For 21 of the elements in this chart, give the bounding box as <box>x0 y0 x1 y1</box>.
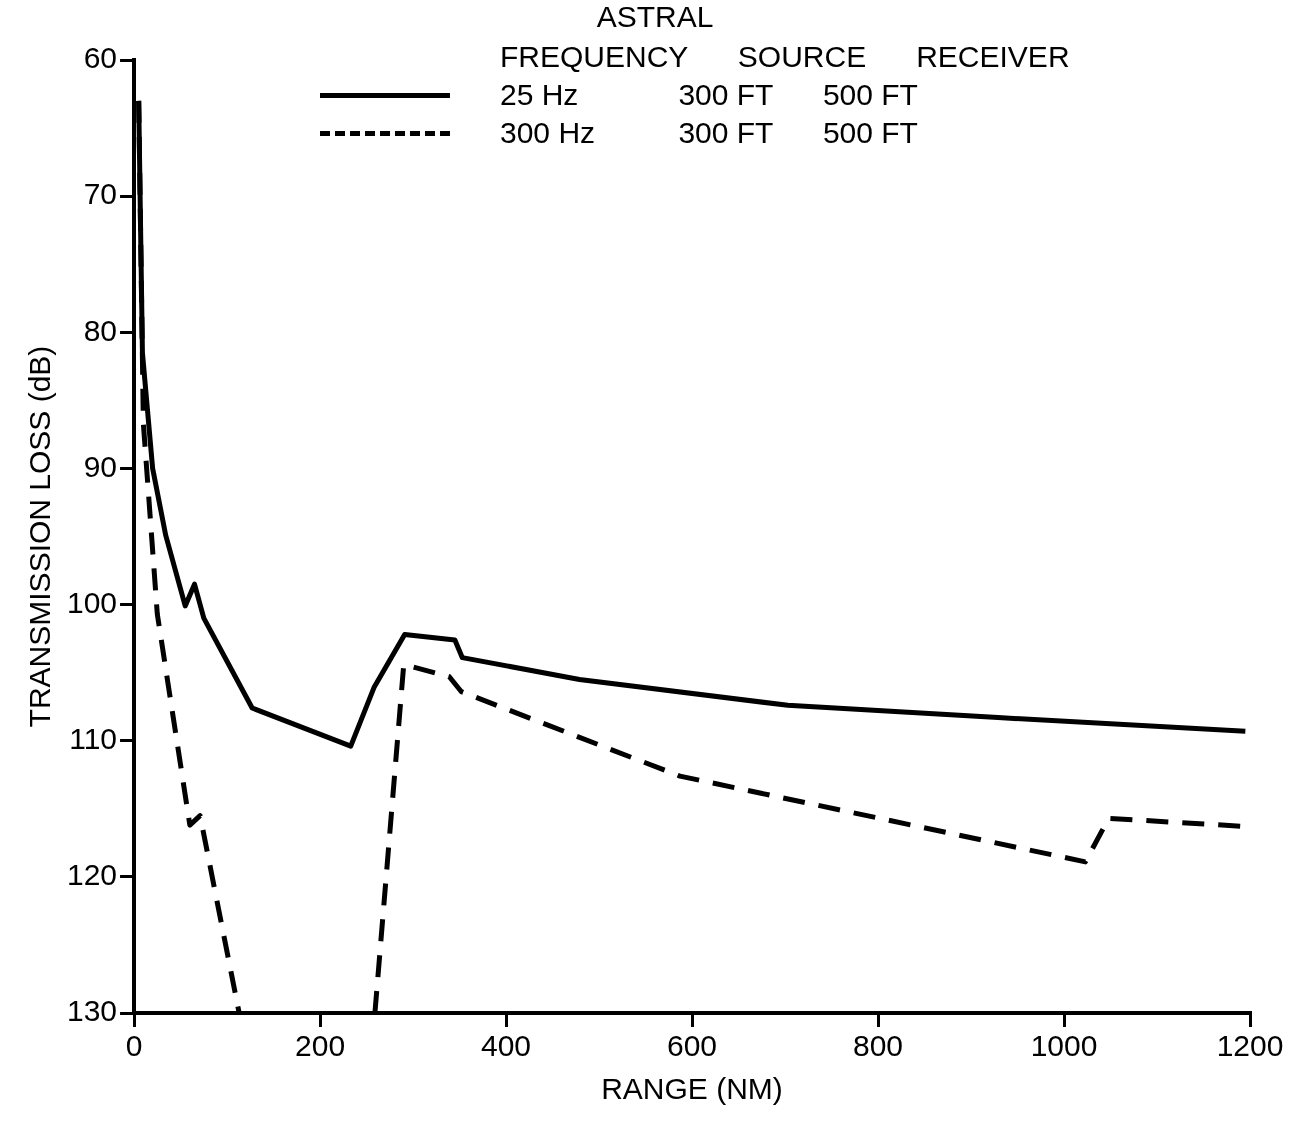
y-tick-label: 90 <box>83 449 118 483</box>
x-tick-label: 1000 <box>1030 1029 1098 1063</box>
x-axis-title: RANGE (NM) <box>601 1072 783 1106</box>
x-tick-label: 600 <box>667 1029 718 1063</box>
x-tick-label: 1200 <box>1216 1029 1284 1063</box>
y-tick-label: 70 <box>83 177 118 211</box>
y-tick-label: 110 <box>69 721 118 755</box>
legend-title: FREQUENCY SOURCE RECEIVER <box>500 40 1070 74</box>
y-tick-label: 120 <box>66 858 118 892</box>
y-tick-label: 100 <box>66 585 118 619</box>
x-tick-label: 800 <box>852 1029 904 1063</box>
y-axis-title: TRANSMISSION LOSS (dB) <box>23 345 57 728</box>
y-tick-label: 130 <box>66 994 118 1028</box>
x-tick-label: 200 <box>295 1029 346 1063</box>
x-tick-label: 0 <box>125 1029 143 1063</box>
y-tick-label: 80 <box>83 313 118 347</box>
legend-label: 300 Hz 300 FT 500 FT <box>500 116 918 150</box>
y-tick-label: 60 <box>83 41 118 75</box>
chart-title: ASTRAL <box>595 0 715 34</box>
legend-label: 25 Hz 300 FT 500 FT <box>500 78 918 112</box>
x-tick-label: 400 <box>481 1029 532 1063</box>
